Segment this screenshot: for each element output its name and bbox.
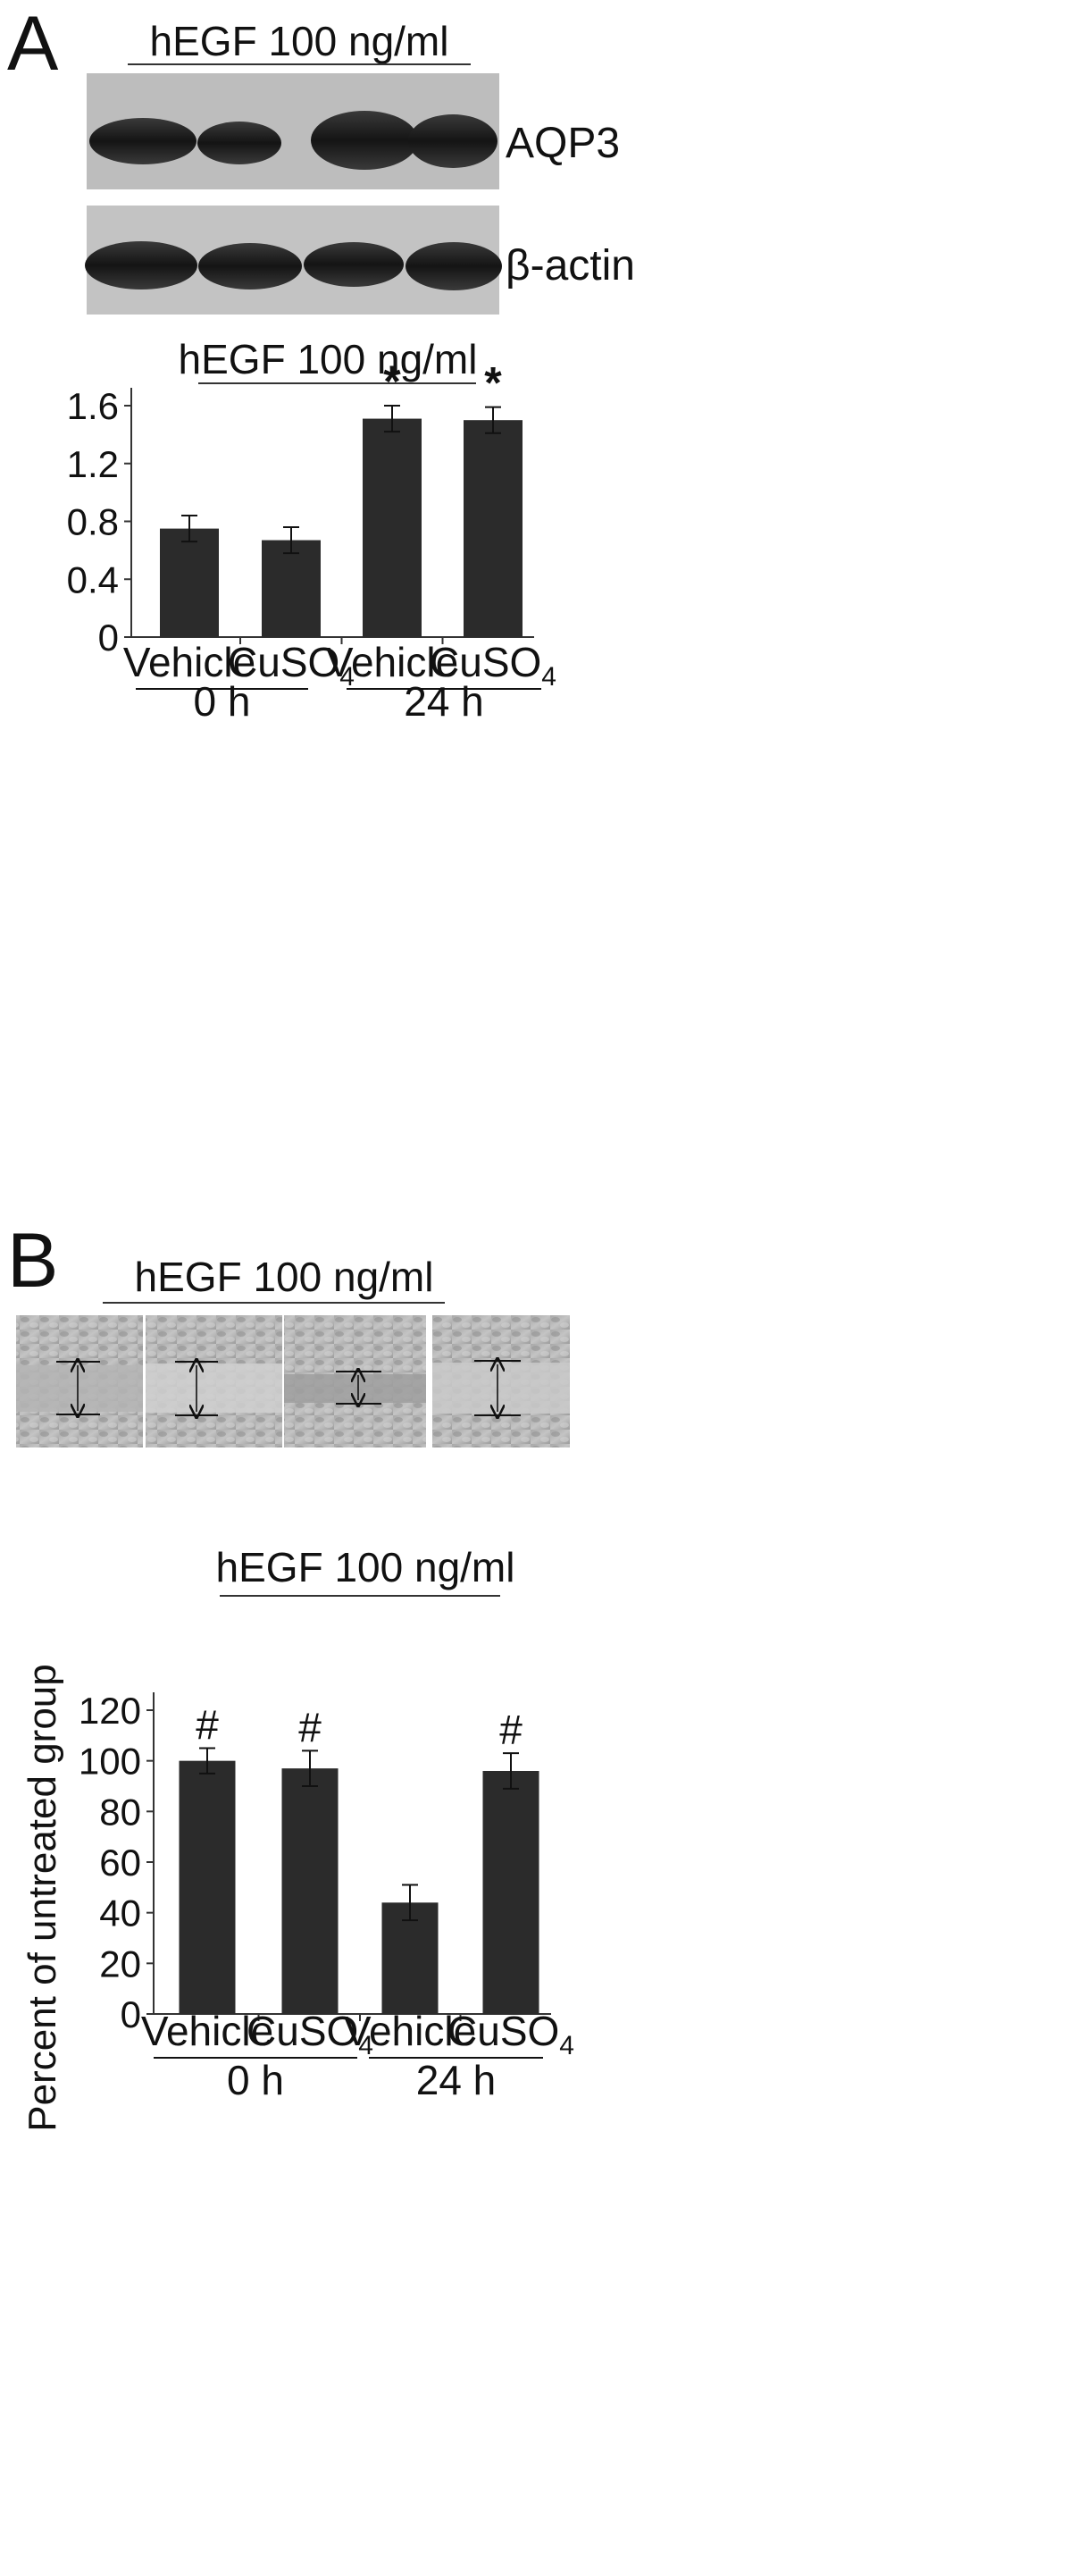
chart-b-ytick-label: 20: [99, 1942, 141, 1984]
chart-b-bar: [179, 1760, 236, 2014]
chart-b-ytick-label: 0: [121, 1993, 141, 2035]
chart-a-bar: [160, 528, 219, 637]
chart-b-bar: [281, 1768, 339, 2014]
chart-a-category-label: CuSO4: [228, 639, 355, 692]
panel-b-image-header: hEGF 100 ng/ml: [135, 1254, 434, 1300]
panel-a-letter: A: [7, 1, 59, 87]
chart-b-significance-mark: #: [196, 1702, 219, 1749]
chart-a-bar: [464, 420, 523, 637]
band-label-aqp3: AQP3: [506, 120, 620, 167]
chart-b-significance-mark: #: [298, 1704, 322, 1750]
chart-b-ytick-label: 120: [79, 1690, 141, 1732]
panel-a-blot-header: hEGF 100 ng/ml: [150, 18, 449, 64]
panel-b-letter: B: [7, 1218, 58, 1304]
chart-b-significance-mark: #: [499, 1707, 523, 1753]
scratch-image-4: [432, 1315, 570, 1447]
band-label-beta-actin: β-actin: [506, 242, 635, 289]
scratch-image-1: [16, 1315, 143, 1447]
chart-a-group-label: 24 h: [404, 678, 484, 725]
blot-beta-actin: [85, 206, 502, 315]
chart-a-bar: [363, 418, 422, 637]
chart-b-ytick-label: 80: [99, 1791, 141, 1833]
chart-a-significance-mark: *: [383, 357, 401, 407]
chart-b-bar: [482, 1771, 539, 2014]
chart-b-category-label: Vehicle: [344, 2008, 476, 2054]
chart-a-ytick-label: 0.8: [67, 501, 119, 543]
chart-a-ytick-label: 1.2: [67, 443, 119, 485]
chart-b: 0 20 40 60 80 100 120 Percent of untreated grou…: [21, 1664, 574, 2131]
chart-b-group-label: 24 h: [416, 2057, 497, 2103]
chart-a-ytick-label: 0.4: [67, 558, 119, 600]
chart-b-category-label: CuSO4: [247, 2008, 373, 2060]
chart-a-category-label: CuSO4: [430, 639, 556, 692]
panel-b-chart-header: hEGF 100 ng/ml: [216, 1544, 515, 1590]
chart-a-category-label: Vehicle: [326, 639, 458, 685]
chart-a-category-label: Vehicle: [123, 639, 255, 685]
chart-b-ytick-label: 60: [99, 1842, 141, 1884]
chart-b-y-axis-title: Percent of untreated group: [21, 1664, 64, 2131]
chart-b-ytick-label: 100: [79, 1741, 141, 1783]
blot-aqp3: [87, 73, 499, 189]
chart-b-category-label: Vehicle: [141, 2008, 273, 2054]
chart-a-significance-mark: *: [484, 358, 502, 408]
scratch-image-3: [284, 1315, 426, 1447]
chart-b-category-label: CuSO4: [447, 2008, 574, 2060]
chart-a-ytick-label: 0: [98, 617, 119, 659]
chart-a-ytick-label: 1.6: [67, 385, 119, 427]
chart-a: 00.40.81.21.6VehicleCuSO4*Vehicle*CuSO40…: [67, 357, 556, 725]
chart-a-bar: [262, 540, 321, 637]
panel-a-chart-header: hEGF 100 ng/ml: [179, 336, 478, 382]
chart-b-group-label: 0 h: [227, 2057, 284, 2103]
chart-a-group-label: 0 h: [194, 678, 251, 725]
scratch-image-2: [146, 1315, 282, 1447]
chart-b-ytick-label: 40: [99, 1892, 141, 1934]
